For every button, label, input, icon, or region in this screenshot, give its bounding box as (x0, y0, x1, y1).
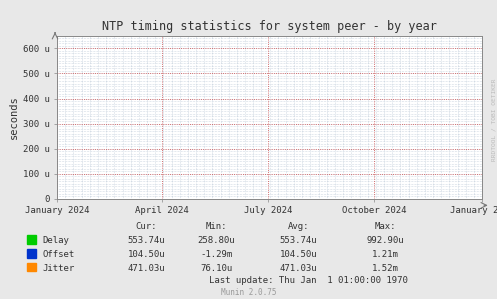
Text: Jitter: Jitter (42, 264, 75, 273)
Text: 992.90u: 992.90u (366, 237, 404, 245)
Text: 104.50u: 104.50u (128, 250, 166, 259)
Y-axis label: seconds: seconds (8, 95, 18, 139)
Text: 1.21m: 1.21m (372, 250, 399, 259)
Text: Last update: Thu Jan  1 01:00:00 1970: Last update: Thu Jan 1 01:00:00 1970 (209, 276, 408, 285)
Text: 1.52m: 1.52m (372, 264, 399, 273)
Text: Max:: Max: (374, 222, 396, 231)
Text: -1.29m: -1.29m (200, 250, 232, 259)
Text: 76.10u: 76.10u (200, 264, 232, 273)
Text: Munin 2.0.75: Munin 2.0.75 (221, 289, 276, 298)
Text: 553.74u: 553.74u (279, 237, 317, 245)
Text: Min:: Min: (205, 222, 227, 231)
Text: Offset: Offset (42, 250, 75, 259)
Text: Delay: Delay (42, 237, 69, 245)
Text: 553.74u: 553.74u (128, 237, 166, 245)
Text: RRDTOOL / TOBI OETIKER: RRDTOOL / TOBI OETIKER (491, 78, 496, 161)
Text: 104.50u: 104.50u (279, 250, 317, 259)
Text: 471.03u: 471.03u (279, 264, 317, 273)
Text: 258.80u: 258.80u (197, 237, 235, 245)
Text: Avg:: Avg: (287, 222, 309, 231)
Text: Cur:: Cur: (136, 222, 158, 231)
Title: NTP timing statistics for system peer - by year: NTP timing statistics for system peer - … (102, 20, 437, 33)
Text: 471.03u: 471.03u (128, 264, 166, 273)
